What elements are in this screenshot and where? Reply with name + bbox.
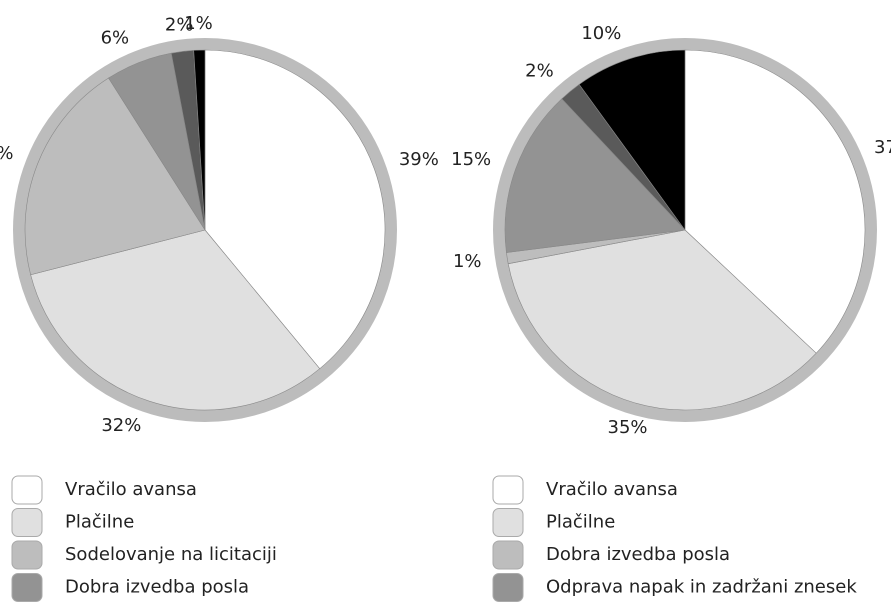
- pie-slice: [684, 49, 866, 354]
- slice-label: 2%: [165, 15, 194, 36]
- legend-swatch: [11, 540, 43, 570]
- pie-slice: [204, 49, 386, 370]
- pie-slice: [504, 98, 686, 253]
- legend-swatch: [492, 573, 524, 602]
- legend-label: Dobra izvedba posla: [65, 577, 249, 598]
- slice-label: 1%: [453, 251, 482, 272]
- pie-ring: [13, 38, 397, 422]
- slice-label: 35%: [608, 417, 648, 438]
- pie-slice: [578, 49, 686, 231]
- slice-label: 39%: [399, 149, 439, 170]
- legend-swatch: [11, 573, 43, 602]
- legend-swatch: [492, 508, 524, 537]
- legend-swatch: [11, 475, 43, 505]
- legend-label: Plačilne: [546, 512, 615, 533]
- legend-swatch: [11, 508, 43, 537]
- pie-slice: [507, 229, 817, 411]
- legend-label: Vračilo avansa: [546, 479, 678, 500]
- slice-label: 15%: [451, 149, 491, 170]
- legend-swatch: [492, 475, 524, 505]
- pie-slice: [30, 229, 321, 411]
- pie-slice: [24, 77, 206, 276]
- pie-slice: [193, 49, 206, 231]
- legend-label: Sodelovanje na licitaciji: [65, 544, 277, 565]
- slice-label: 6%: [101, 27, 130, 48]
- slice-label: 2%: [525, 60, 554, 81]
- legend-label: Dobra izvedba posla: [546, 544, 730, 565]
- legend-label: Vračilo avansa: [65, 479, 197, 500]
- slice-label: 37%: [874, 137, 891, 158]
- legend-swatch: [492, 540, 524, 570]
- slice-label: 10%: [581, 23, 621, 44]
- slice-label: 20%: [0, 143, 13, 164]
- legend-label: Odprava napak in zadržani znesek: [546, 577, 857, 598]
- legend-label: Plačilne: [65, 512, 134, 533]
- slice-label: 32%: [101, 415, 141, 436]
- pie-ring: [493, 38, 877, 422]
- slice-label: 1%: [184, 13, 213, 34]
